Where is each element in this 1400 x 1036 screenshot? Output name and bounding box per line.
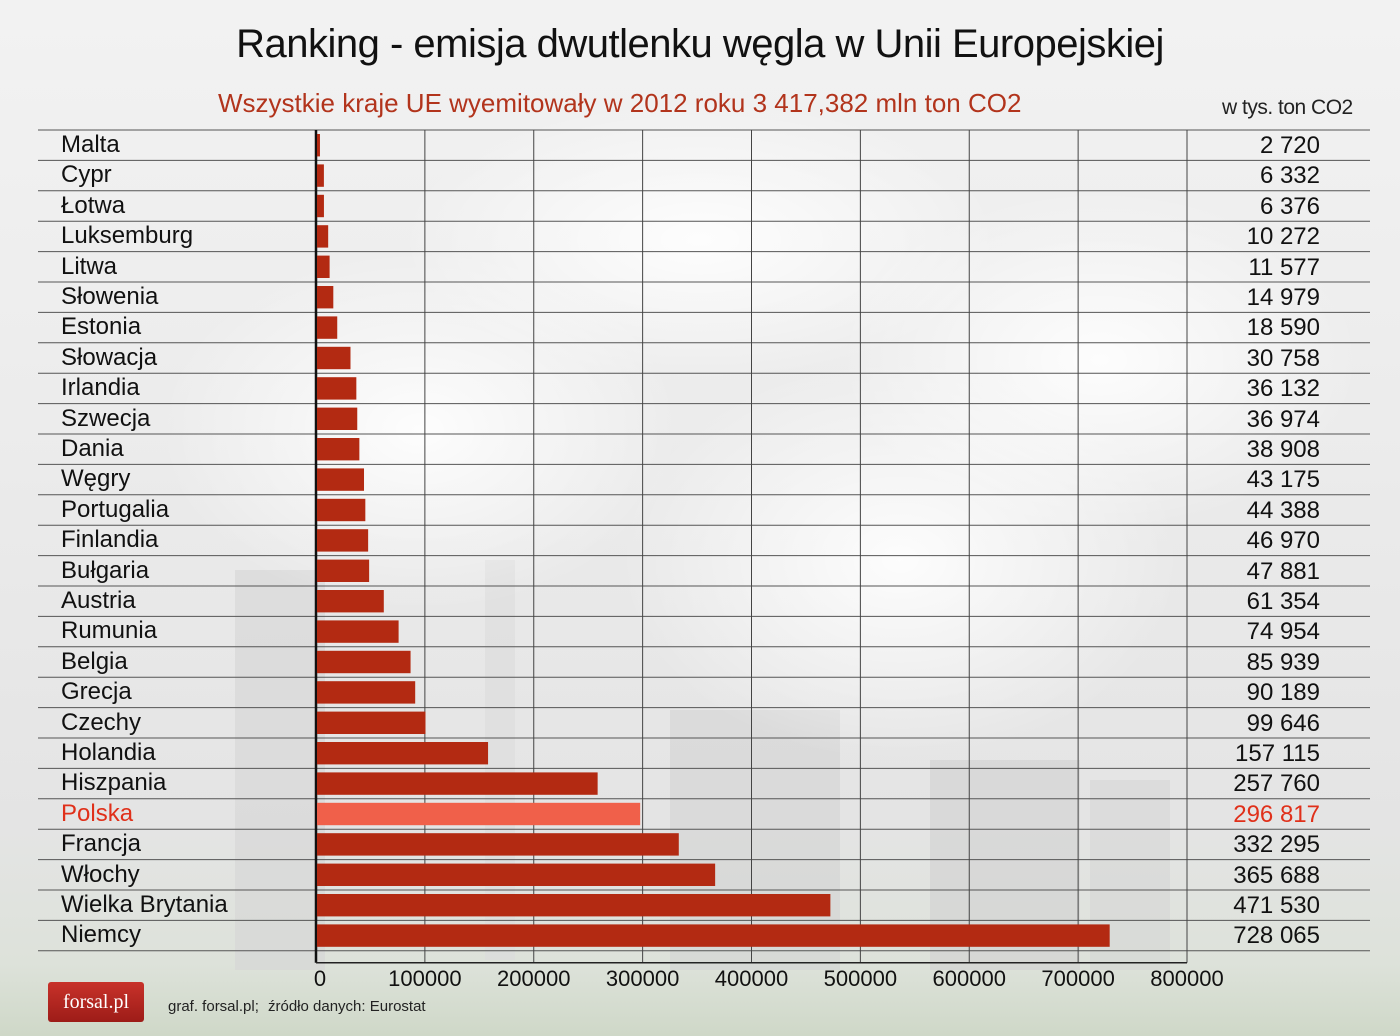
bar-litwa [317,255,330,278]
value-label: 74 954 [1246,618,1320,646]
value-label: 471 530 [1233,892,1320,919]
value-label: 43 175 [1246,466,1320,494]
bar-słowacja [317,346,351,370]
bar-irlandia [317,377,357,400]
unit-label: w tys. ton CO2 [1222,96,1353,119]
country-label: Holandia [61,739,156,766]
value-label: 30 758 [1246,344,1320,372]
value-label: 296 817 [1233,800,1320,828]
bar-dania [317,438,360,461]
country-label: Hiszpania [61,769,167,797]
country-label: Francja [61,830,142,858]
bar-szwecja [317,407,358,430]
bar-austria [317,590,384,613]
value-label: 157 115 [1235,740,1320,767]
credit-note: graf. forsal.pl; [168,998,259,1015]
forsal-logo[interactable]: forsal.pl [48,982,144,1022]
country-label: Irlandia [61,374,140,402]
source-note: źródło danych: Eurostat [268,998,426,1015]
x-tick-label: 400000 [714,966,789,991]
country-label: Węgry [61,465,131,493]
bar-bułgaria [317,559,370,582]
value-label: 44 388 [1246,496,1320,524]
bar-francja [317,833,679,856]
country-label: Cypr [61,161,112,189]
value-label: 85 939 [1246,648,1320,676]
value-label: 728 065 [1233,922,1320,950]
bar-grecja [317,681,416,704]
value-label: 99 646 [1246,709,1320,737]
bar-polska [317,802,641,826]
value-label: 10 272 [1246,223,1320,251]
bar-rumunia [317,620,399,643]
bar-wielka-brytania [317,894,831,917]
x-tick-label: 100000 [388,966,462,991]
value-label: 36 132 [1246,375,1320,403]
bar-luksemburg [317,225,329,248]
value-label: 36 974 [1246,405,1320,433]
country-label: Malta [61,131,120,158]
country-label: Dania [61,435,124,462]
value-label: 2 720 [1259,132,1320,159]
country-label: Szwecja [61,404,151,432]
bar-czechy [317,711,426,734]
bar-łotwa [317,194,324,218]
country-label: Rumunia [61,617,158,645]
chart-title: Ranking - emisja dwutlenku węgla w Unii … [236,22,1164,66]
bar-cypr [317,164,324,187]
value-label: 6 376 [1259,192,1320,220]
value-label: 47 881 [1246,557,1320,585]
country-label: Wielka Brytania [61,891,228,918]
bar-hiszpania [317,772,598,795]
country-label: Niemcy [61,921,142,949]
country-label: Włochy [61,860,140,888]
country-label: Polska [61,799,134,827]
bar-finlandia [317,529,369,552]
x-tick-label: 800000 [1150,966,1224,991]
bar-niemcy [317,924,1110,947]
bar-włochy [317,863,716,886]
value-label: 18 590 [1246,314,1320,342]
value-label: 6 332 [1259,162,1320,190]
value-label: 332 295 [1233,831,1320,859]
country-label: Finlandia [61,526,159,554]
value-label: 38 908 [1246,436,1320,463]
value-label: 46 970 [1246,527,1320,555]
x-tick-label: 500000 [823,966,898,991]
value-label: 14 979 [1246,284,1320,311]
bar-węgry [317,468,365,491]
country-label: Litwa [61,252,118,280]
country-label: Belgia [61,647,128,675]
bar-estonia [317,316,338,339]
x-tick-label: 200000 [497,966,571,991]
country-label: Słowenia [61,283,159,310]
x-tick-label: 600000 [932,966,1006,991]
country-label: Słowacja [61,343,158,371]
chart-subtitle: Wszystkie kraje UE wyemitowały w 2012 ro… [218,88,1022,118]
country-label: Grecja [61,678,132,706]
country-label: Łotwa [61,191,126,219]
value-label: 11 577 [1248,253,1320,281]
x-tick-label: 700000 [1041,966,1115,991]
bar-belgia [317,650,411,674]
value-label: 257 760 [1233,770,1320,798]
country-label: Portugalia [61,495,170,523]
x-tick-label: 0 [313,966,327,991]
country-label: Austria [61,587,136,614]
value-label: 61 354 [1246,588,1320,615]
bar-portugalia [317,498,366,522]
bar-malta [317,134,320,157]
x-tick-label: 300000 [605,966,680,991]
bar-holandia [317,742,489,765]
logo-text: forsal.pl [62,990,130,1013]
country-label: Bułgaria [61,556,150,584]
value-label: 90 189 [1246,679,1320,707]
value-label: 365 688 [1233,861,1320,889]
country-label: Luksemburg [61,222,194,250]
bar-słowenia [317,286,334,309]
country-label: Estonia [61,313,142,341]
country-label: Czechy [61,708,142,736]
